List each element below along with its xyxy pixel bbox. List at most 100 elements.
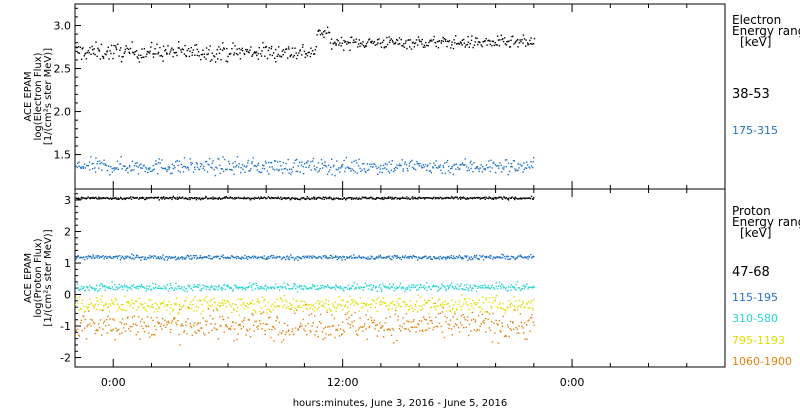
data-point bbox=[97, 290, 99, 293]
data-point bbox=[266, 197, 268, 200]
data-point bbox=[155, 53, 157, 55]
data-point bbox=[489, 197, 492, 199]
data-point bbox=[370, 289, 372, 291]
data-point bbox=[418, 196, 421, 198]
data-point bbox=[492, 40, 494, 43]
data-point bbox=[451, 165, 453, 168]
data-point bbox=[272, 325, 274, 328]
data-point bbox=[204, 296, 206, 299]
data-point bbox=[400, 258, 403, 261]
data-point bbox=[87, 196, 89, 198]
legend-entry: 795-1193 bbox=[732, 334, 785, 347]
data-point bbox=[364, 170, 366, 172]
data-point bbox=[529, 167, 531, 169]
data-point bbox=[393, 342, 395, 344]
data-point bbox=[101, 334, 103, 336]
data-point bbox=[294, 159, 297, 161]
data-point bbox=[396, 197, 399, 200]
data-point bbox=[504, 43, 506, 45]
data-point bbox=[140, 321, 142, 323]
data-point bbox=[224, 302, 226, 304]
data-point bbox=[430, 172, 432, 174]
data-point bbox=[383, 329, 385, 332]
data-point bbox=[201, 303, 203, 306]
data-point bbox=[376, 167, 378, 170]
data-point bbox=[533, 324, 535, 326]
data-point bbox=[421, 38, 423, 41]
data-point bbox=[498, 303, 501, 306]
data-point bbox=[291, 287, 293, 290]
data-point bbox=[452, 286, 454, 289]
data-point bbox=[89, 197, 92, 200]
data-point bbox=[249, 336, 252, 338]
data-point bbox=[253, 198, 255, 200]
data-point bbox=[126, 285, 128, 287]
data-point bbox=[323, 306, 326, 308]
data-point bbox=[427, 323, 429, 325]
data-point bbox=[320, 322, 322, 325]
data-point bbox=[370, 41, 372, 43]
data-point bbox=[413, 255, 415, 258]
data-point bbox=[407, 39, 409, 41]
data-point bbox=[104, 164, 107, 166]
data-point bbox=[260, 307, 262, 309]
data-point bbox=[79, 296, 81, 298]
data-point bbox=[531, 317, 533, 319]
data-point bbox=[92, 254, 94, 256]
data-point bbox=[76, 197, 79, 200]
data-point bbox=[295, 197, 297, 199]
data-point bbox=[99, 309, 101, 311]
data-point bbox=[360, 256, 362, 259]
data-point bbox=[407, 287, 409, 289]
data-point bbox=[239, 287, 241, 289]
data-point bbox=[76, 283, 79, 285]
data-point bbox=[249, 170, 251, 172]
data-point bbox=[225, 60, 227, 62]
data-point bbox=[318, 287, 321, 289]
data-point bbox=[340, 45, 342, 47]
data-point bbox=[211, 59, 213, 61]
data-point bbox=[506, 159, 508, 161]
data-point bbox=[387, 197, 390, 200]
data-point bbox=[175, 51, 177, 54]
data-point bbox=[232, 256, 234, 258]
data-point bbox=[203, 256, 206, 258]
data-point bbox=[265, 258, 267, 260]
data-point bbox=[453, 198, 455, 200]
data-point bbox=[117, 329, 119, 331]
data-point bbox=[454, 42, 456, 44]
data-point bbox=[507, 326, 509, 328]
data-point bbox=[166, 197, 168, 199]
data-point bbox=[503, 168, 505, 170]
data-point bbox=[375, 286, 378, 288]
data-point bbox=[339, 256, 342, 258]
data-point bbox=[416, 162, 418, 165]
data-point bbox=[261, 50, 263, 52]
data-point bbox=[225, 257, 228, 259]
data-point bbox=[365, 305, 367, 307]
data-point bbox=[141, 197, 144, 199]
data-point bbox=[187, 318, 189, 320]
data-point bbox=[115, 327, 117, 330]
data-point bbox=[490, 321, 493, 323]
data-point bbox=[455, 287, 457, 289]
data-point bbox=[162, 258, 165, 260]
data-point bbox=[429, 316, 431, 318]
data-point bbox=[407, 256, 409, 258]
data-point bbox=[101, 309, 103, 311]
data-point bbox=[362, 302, 365, 305]
data-point bbox=[243, 317, 246, 319]
data-point bbox=[299, 300, 302, 303]
data-point bbox=[98, 160, 101, 162]
data-point bbox=[169, 307, 172, 309]
data-point bbox=[309, 55, 312, 58]
data-point bbox=[121, 168, 123, 170]
data-point bbox=[335, 329, 337, 331]
data-point bbox=[306, 288, 308, 290]
data-point bbox=[429, 170, 432, 172]
data-point bbox=[229, 53, 231, 55]
data-point bbox=[269, 166, 271, 168]
data-point bbox=[259, 323, 262, 325]
data-point bbox=[154, 255, 156, 257]
data-point bbox=[141, 196, 143, 198]
